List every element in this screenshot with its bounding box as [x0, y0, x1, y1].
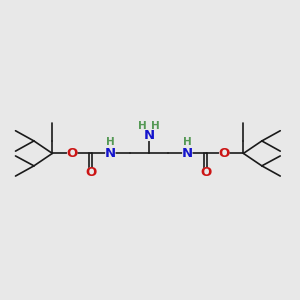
Circle shape [106, 149, 115, 158]
Text: O: O [219, 147, 230, 160]
Text: N: N [143, 129, 155, 142]
Circle shape [68, 149, 77, 158]
Circle shape [201, 168, 210, 177]
Circle shape [183, 149, 192, 158]
Text: N: N [182, 147, 193, 160]
Circle shape [220, 149, 229, 158]
Circle shape [144, 131, 153, 140]
Circle shape [86, 168, 95, 177]
Text: N: N [105, 147, 116, 160]
Text: H: H [138, 121, 146, 131]
Text: O: O [85, 166, 96, 179]
Text: O: O [200, 166, 212, 179]
Text: H: H [183, 137, 192, 147]
Text: H: H [151, 121, 160, 131]
Text: H: H [106, 137, 115, 147]
Text: O: O [67, 147, 78, 160]
